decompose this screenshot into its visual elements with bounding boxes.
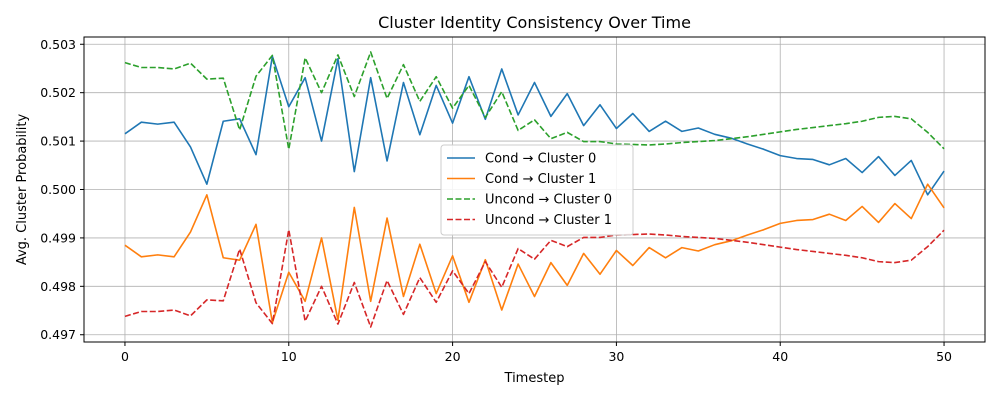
chart-title: Cluster Identity Consistency Over Time <box>378 13 691 32</box>
legend-label-3: Uncond → Cluster 0 <box>485 193 612 208</box>
x-tick-label: 40 <box>772 349 788 364</box>
series-line-1 <box>124 55 945 196</box>
legend-label-2: Cond → Cluster 1 <box>485 172 596 187</box>
axis-ticks: 0 10 20 30 40 50 0.497 0.498 0.499 0.500 0.501 0.50… <box>40 37 952 364</box>
y-tick-label: 0.500 <box>40 182 76 197</box>
x-axis-label: Timestep <box>504 371 565 386</box>
y-tick-label: 0.498 <box>40 279 76 294</box>
legend-box <box>440 144 634 236</box>
y-tick-label: 0.503 <box>40 37 76 52</box>
y-tick-label: 0.502 <box>40 85 76 100</box>
legend: Cond → Cluster 0 Cond → Cluster 1 Uncond →… <box>440 144 634 236</box>
series-line-2 <box>124 183 945 324</box>
series-lines <box>124 51 945 328</box>
series-line-4 <box>124 228 945 328</box>
x-tick-label: 10 <box>281 349 297 364</box>
x-tick-label: 30 <box>608 349 624 364</box>
y-tick-label: 0.499 <box>40 230 76 245</box>
y-tick-label: 0.501 <box>40 134 76 149</box>
legend-label-4: Uncond → Cluster 1 <box>485 213 612 228</box>
x-tick-label: 20 <box>445 349 461 364</box>
series-line-3 <box>124 51 945 151</box>
y-tick-label: 0.497 <box>40 327 76 342</box>
legend-label-1: Cond → Cluster 0 <box>485 152 596 167</box>
y-axis-label: Avg. Cluster Probability <box>15 114 30 266</box>
x-tick-label: 0 <box>121 349 129 364</box>
x-tick-label: 50 <box>936 349 952 364</box>
